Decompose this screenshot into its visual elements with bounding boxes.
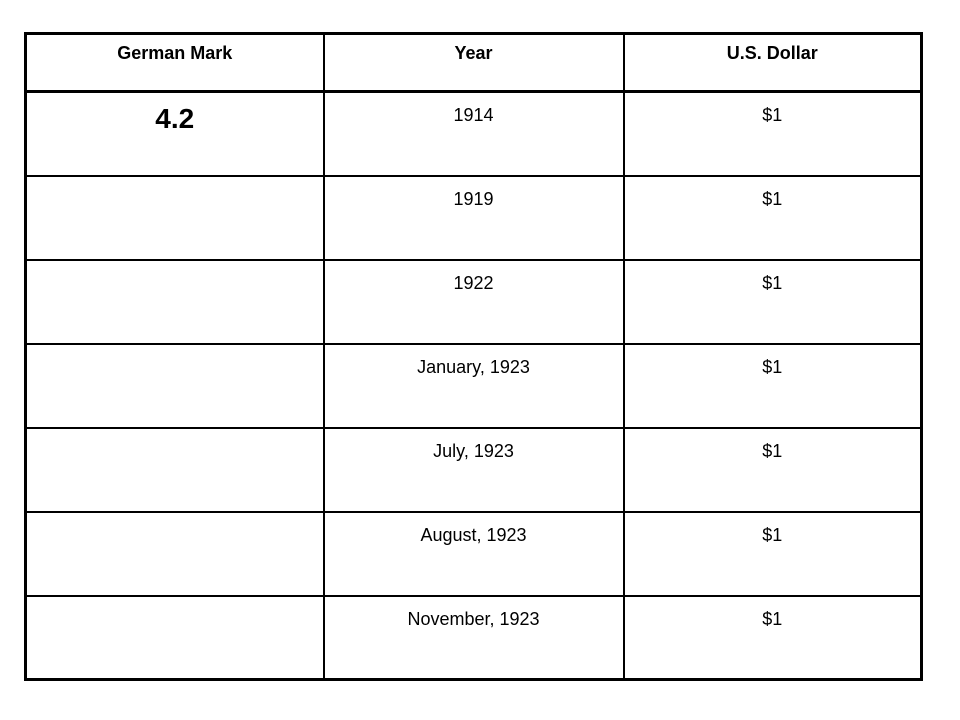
us-dollar-cell: $1 [622, 510, 923, 597]
year-cell: July, 1923 [322, 426, 625, 513]
table-row: August, 1923 $1 [24, 510, 923, 597]
german-mark-cell [24, 426, 325, 513]
table-row: November, 1923 $1 [24, 594, 923, 681]
year-cell: 1914 [322, 90, 625, 177]
table-row: 1922 $1 [24, 258, 923, 345]
header-us-dollar: U.S. Dollar [622, 32, 923, 93]
us-dollar-cell: $1 [622, 174, 923, 261]
us-dollar-cell: $1 [622, 426, 923, 513]
german-mark-cell: 4.2 [24, 90, 325, 177]
table-header: German Mark Year U.S. Dollar [24, 32, 923, 93]
year-cell: January, 1923 [322, 342, 625, 429]
table-row: 4.2 1914 $1 [24, 90, 923, 177]
german-mark-cell [24, 594, 325, 681]
german-mark-cell [24, 174, 325, 261]
table-row: January, 1923 $1 [24, 342, 923, 429]
german-mark-cell [24, 510, 325, 597]
header-german-mark: German Mark [24, 32, 325, 93]
us-dollar-cell: $1 [622, 594, 923, 681]
header-year: Year [322, 32, 625, 93]
us-dollar-cell: $1 [622, 90, 923, 177]
german-mark-cell [24, 258, 325, 345]
table-row: July, 1923 $1 [24, 426, 923, 513]
header-row: German Mark Year U.S. Dollar [24, 32, 923, 93]
table-body: 4.2 1914 $1 1919 $1 1922 $1 January, 192… [24, 90, 923, 681]
us-dollar-cell: $1 [622, 342, 923, 429]
table-row: 1919 $1 [24, 174, 923, 261]
exchange-rate-table: German Mark Year U.S. Dollar 4.2 1914 $1… [24, 32, 923, 681]
year-cell: 1922 [322, 258, 625, 345]
us-dollar-cell: $1 [622, 258, 923, 345]
german-mark-cell [24, 342, 325, 429]
year-cell: August, 1923 [322, 510, 625, 597]
year-cell: November, 1923 [322, 594, 625, 681]
year-cell: 1919 [322, 174, 625, 261]
